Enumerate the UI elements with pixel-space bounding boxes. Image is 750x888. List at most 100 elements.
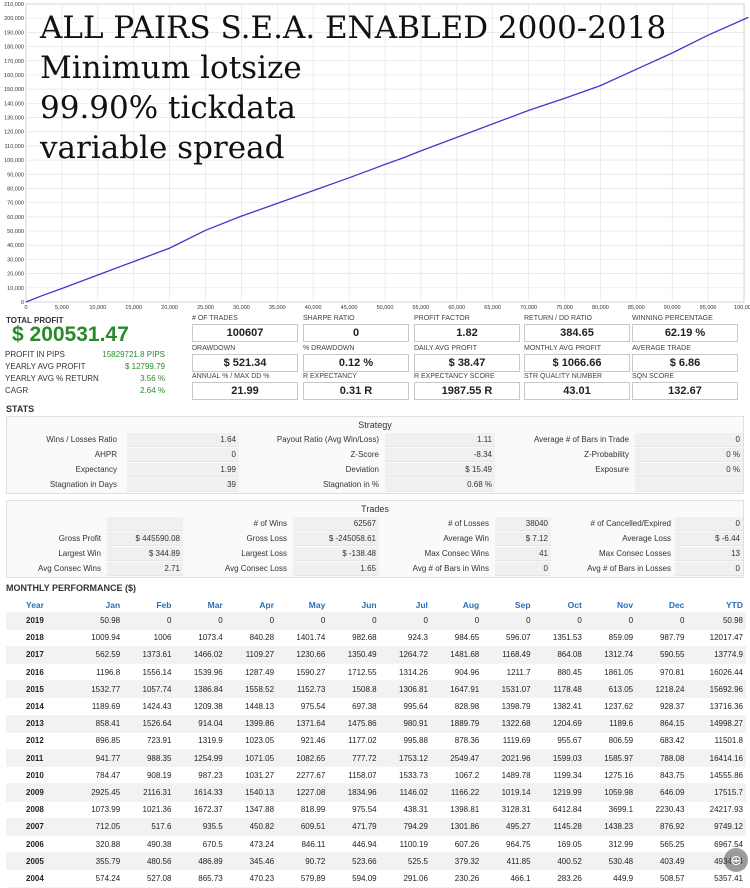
stat-label: Payout Ratio (Avg Win/Loss) — [276, 435, 379, 444]
month-value-cell: 806.59 — [584, 732, 637, 751]
monthly-header-aug: Aug — [462, 600, 480, 610]
month-value-cell: 13774.9 — [687, 646, 746, 665]
month-value-cell: 1196.8 — [71, 663, 124, 682]
metric-value: 384.65 — [524, 324, 630, 342]
month-value-cell: 846.11 — [277, 835, 329, 854]
summary-row: YEARLY AVG % RETURN 3.56 % — [5, 374, 165, 383]
total-profit-label: TOTAL PROFIT — [6, 316, 64, 325]
month-value-cell: 1753.12 — [379, 749, 431, 768]
month-value-cell: 1071.05 — [225, 749, 278, 768]
stat-value: $ 344.89 — [107, 547, 183, 561]
stat-value-empty — [107, 517, 183, 531]
metric-card: PROFIT FACTOR 1.82 — [414, 314, 520, 342]
trades-title: Trades — [361, 504, 389, 514]
month-value-cell: 964.75 — [482, 835, 534, 854]
metric-value: $ 6.86 — [632, 354, 738, 372]
equity-line — [25, 16, 749, 303]
metric-label: ANNUAL % / MAX DD % — [192, 373, 270, 380]
month-value-cell: 565.25 — [636, 835, 688, 854]
metric-value: 0.12 % — [303, 354, 409, 372]
summary-row: PROFIT IN PIPS 15829721.8 PIPS — [5, 350, 165, 359]
month-value-cell: 908.19 — [123, 766, 175, 785]
month-value-cell: 1556.14 — [123, 663, 175, 682]
year-cell: 2004 — [6, 869, 72, 888]
stat-value: 1.64 — [127, 433, 239, 447]
summary-row-label: YEARLY AVG PROFIT — [5, 362, 86, 371]
stat-label: Deviation — [345, 465, 379, 474]
metric-card: STR QUALITY NUMBER 43.01 — [524, 372, 630, 400]
zoom-icon[interactable]: ⊕ — [724, 848, 748, 872]
stat-value: 0 — [675, 562, 743, 576]
y-tick-label: 90,000 — [7, 172, 24, 178]
month-value-cell: 607.26 — [430, 835, 483, 854]
month-value-cell: 1230.66 — [277, 646, 329, 665]
month-value-cell: 1351.53 — [533, 629, 585, 647]
month-value-cell: 590.55 — [636, 646, 688, 665]
month-value-cell: 15692.96 — [687, 680, 746, 699]
table-row: 2018 1009.94 1006 1073.4 840.28 1401.74 982.68… — [6, 629, 746, 647]
month-value-cell: 400.52 — [533, 852, 585, 871]
month-value-cell: 1585.97 — [584, 749, 637, 768]
metric-card: SHARPE RATIO 0 — [303, 314, 409, 342]
metric-label: SQN SCORE — [632, 373, 675, 380]
month-value-cell: 1599.03 — [533, 749, 585, 768]
monthly-header-jul: Jul — [415, 600, 428, 610]
month-value-cell: 1073.99 — [71, 801, 124, 819]
summary-row-label: PROFIT IN PIPS — [5, 350, 65, 359]
month-value-cell: 1189.69 — [71, 697, 124, 716]
month-value-cell: 169.05 — [533, 835, 585, 854]
stat-label: Gross Loss — [246, 534, 287, 543]
stat-label: AHPR — [94, 450, 117, 459]
table-row: 2008 1073.99 1021.36 1672.37 1347.88 818.99 97… — [6, 801, 746, 819]
metric-label: RETURN / DD RATIO — [524, 315, 592, 322]
month-value-cell: 1287.49 — [225, 663, 278, 682]
trades-panel: Trades # of Wins 62567 # of Losses 38040 # o… — [6, 500, 744, 578]
month-value-cell: 613.05 — [584, 680, 637, 699]
y-tick-label: 10,000 — [7, 286, 24, 292]
month-value-cell: 450.82 — [225, 818, 278, 836]
month-value-cell: 5357.41 — [687, 869, 746, 888]
x-tick-label: 45,000 — [341, 305, 358, 311]
stat-value: 0 % — [635, 448, 743, 462]
month-value-cell: 1373.61 — [123, 646, 175, 665]
month-value-cell: 17515.7 — [687, 783, 746, 802]
x-tick-label: 0 — [24, 305, 27, 311]
month-value-cell: 840.28 — [225, 629, 278, 647]
month-value-cell: 2116.31 — [123, 783, 175, 802]
month-value-cell: 864.15 — [636, 715, 688, 733]
summary-panel: TOTAL PROFIT $ 200531.47 PROFIT IN PIPS … — [0, 314, 750, 402]
month-value-cell: 1073.4 — [174, 629, 226, 647]
month-value-cell: 941.77 — [71, 749, 124, 768]
month-value-cell: 878.36 — [430, 732, 483, 751]
chart-annotation-spread: variable spread — [40, 130, 285, 166]
month-value-cell: 1533.73 — [379, 766, 431, 785]
metric-card: RETURN / DD RATIO 384.65 — [524, 314, 630, 342]
table-row: 2015 1532.77 1057.74 1386.84 1558.52 1152.73 1… — [6, 680, 746, 699]
month-value-cell: 411.85 — [482, 852, 534, 871]
month-value-cell: 508.57 — [636, 869, 688, 888]
metric-value: 0 — [303, 324, 409, 342]
month-value-cell: 1146.02 — [379, 783, 431, 802]
x-tick-label: 90,000 — [664, 305, 681, 311]
stat-label: Average Win — [443, 534, 489, 543]
monthly-header-jun: Jun — [361, 600, 377, 610]
month-value-cell: 403.49 — [636, 852, 688, 871]
month-value-cell: 1398.81 — [430, 801, 483, 819]
month-value-cell: 0 — [328, 612, 380, 630]
monthly-header-oct: Oct — [567, 600, 582, 610]
month-value-cell: 1178.48 — [533, 680, 585, 699]
metric-label: PROFIT FACTOR — [414, 315, 470, 322]
month-value-cell: 11501.8 — [687, 732, 746, 751]
month-value-cell: 1508.8 — [328, 680, 380, 699]
table-row: 2017 562.59 1373.61 1466.02 1109.27 1230.66 13… — [6, 646, 746, 665]
year-cell: 2010 — [6, 766, 72, 785]
month-value-cell: 1540.13 — [225, 783, 278, 802]
table-row: 2019 50.98 0 0 0 0 0 0 0 0 0 0 0 50.98 — [6, 612, 746, 630]
month-value-cell: 904.96 — [430, 663, 483, 682]
stat-value: 0 — [635, 433, 743, 447]
month-value-cell: 517.6 — [123, 818, 175, 836]
month-value-cell: 995.88 — [379, 732, 431, 751]
month-value-cell: 0 — [379, 612, 431, 630]
monthly-body: 2019 50.98 0 0 0 0 0 0 0 0 0 0 0 50.98 2018 1009.94 1006… — [6, 612, 746, 888]
month-value-cell: 24217.93 — [687, 801, 746, 819]
